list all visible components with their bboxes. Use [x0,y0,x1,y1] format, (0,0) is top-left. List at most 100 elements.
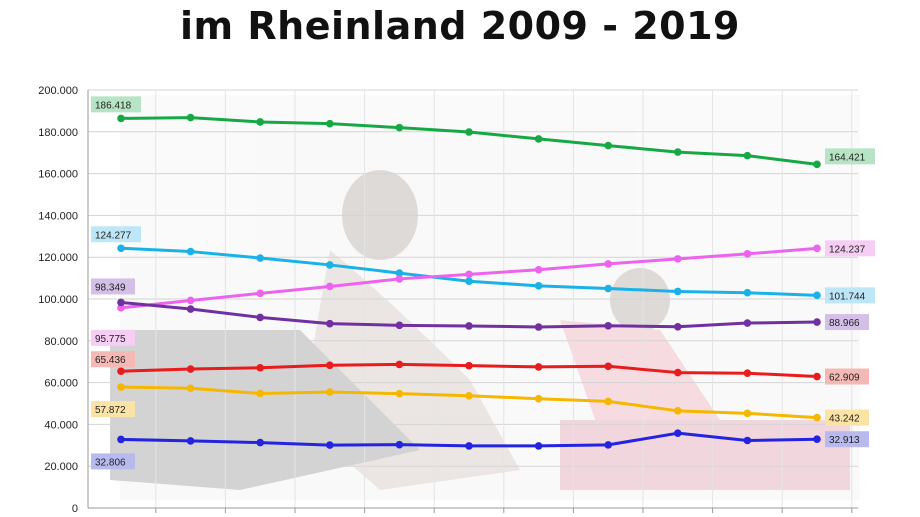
data-point [326,388,334,396]
data-point [395,321,404,330]
data-label: 62.909 [825,368,869,385]
svg-text:57.872: 57.872 [95,405,126,416]
svg-text:43.242: 43.242 [829,414,860,425]
data-label: 32.806 [91,453,135,470]
y-tick-label: 20.000 [44,461,78,473]
y-tick-label: 200.000 [38,85,78,97]
data-point [743,250,752,258]
data-label: 164.421 [825,148,875,165]
data-point [326,282,334,291]
data-point [674,407,682,415]
svg-text:62.909: 62.909 [829,373,860,384]
data-label: 95.775 [91,329,135,346]
data-point [326,261,334,269]
data-point [465,322,473,330]
svg-text:95.775: 95.775 [95,334,126,345]
data-point [395,389,404,398]
data-point [604,260,612,268]
data-point [186,247,195,256]
data-point [674,368,682,377]
data-point [117,367,125,376]
data-label: 57.872 [91,401,135,418]
svg-text:164.421: 164.421 [829,152,866,163]
data-point [256,313,265,322]
data-point [465,361,473,370]
data-point [186,437,195,445]
data-point [534,135,543,143]
data-point [256,118,265,126]
data-point [743,409,752,418]
data-point [743,151,752,160]
data-point [326,319,334,328]
chart-title: im Rheinland 2009 - 2019 [180,4,740,48]
data-label: 43.242 [825,409,869,426]
y-tick-label: 60.000 [44,378,78,390]
y-tick-label: 120.000 [38,252,78,264]
data-labels: 186.418 164.421 124.277 101.744 95.775 124.23… [91,96,875,470]
data-point [813,413,821,422]
series-layer [117,113,821,450]
data-point [186,365,195,373]
data-point [117,383,125,391]
svg-text:32.806: 32.806 [95,457,126,468]
data-label: 124.277 [91,226,141,243]
data-point [674,287,682,296]
background-photo [110,95,860,500]
y-tick-label: 140.000 [38,210,78,222]
y-tick-label: 160.000 [38,169,78,181]
data-label: 101.744 [825,287,875,304]
data-point [326,441,334,449]
data-point [395,123,404,132]
data-point [186,384,195,393]
data-point [813,244,821,253]
axes: 0 20.000 40.000 60.000 80.000 100.000 120.000 1… [38,85,858,515]
data-point [465,277,473,286]
data-point [534,394,543,403]
data-point [395,275,404,283]
data-point [534,363,543,371]
data-point [256,363,265,372]
data-label: 32.913 [825,431,869,448]
y-tick-label: 180.000 [38,127,78,139]
data-point [674,255,682,263]
data-point [604,284,612,293]
data-point [326,119,334,128]
data-point [465,270,473,279]
data-label: 98.349 [91,278,135,295]
y-tick-label: 40.000 [44,419,78,431]
data-point [813,160,821,169]
data-point [743,369,752,377]
data-point [465,442,473,450]
data-point [256,289,265,298]
svg-text:101.744: 101.744 [829,291,866,302]
data-point [604,397,612,406]
data-point [743,436,752,445]
data-point [604,321,612,330]
svg-text:186.418: 186.418 [95,100,132,111]
data-label: 65.436 [91,351,135,368]
data-point [186,296,195,305]
data-point [117,435,125,444]
data-point [534,442,543,450]
data-point [256,254,265,262]
y-tick-label: 100.000 [38,294,78,306]
data-point [117,244,125,253]
data-label: 88.966 [825,314,869,331]
data-point [117,298,125,307]
data-point [465,128,473,136]
data-point [813,318,821,326]
data-label: 186.418 [91,96,141,113]
data-point [743,288,752,297]
data-point [395,360,404,369]
data-point [604,441,612,449]
data-point [813,435,821,444]
svg-text:124.277: 124.277 [95,230,132,241]
svg-text:65.436: 65.436 [95,355,126,366]
data-point [813,372,821,381]
data-point [674,322,682,331]
svg-text:124.237: 124.237 [829,244,866,255]
data-point [534,265,543,274]
svg-text:32.913: 32.913 [829,435,860,446]
y-tick-label: 80.000 [44,336,78,348]
